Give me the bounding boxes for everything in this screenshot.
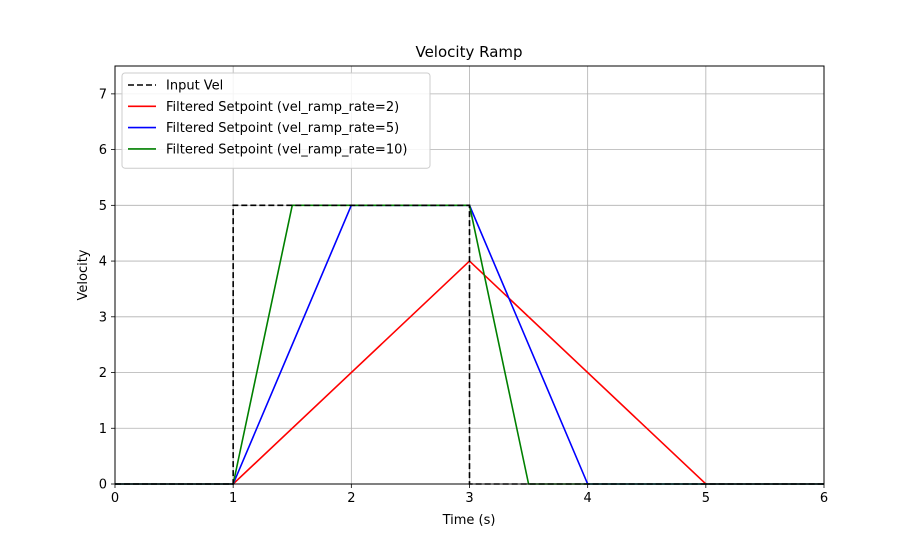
y-tick-label: 2 <box>99 366 107 381</box>
x-axis-ticks: 0 1 2 3 4 5 6 <box>111 484 828 506</box>
legend-label-0: Input Vel <box>166 79 223 94</box>
y-tick-label: 6 <box>99 143 107 158</box>
y-tick-label: 0 <box>99 478 107 493</box>
x-tick-label: 1 <box>229 491 237 506</box>
x-tick-label: 4 <box>584 491 592 506</box>
x-tick-label: 0 <box>111 491 119 506</box>
x-tick-label: 5 <box>702 491 710 506</box>
y-axis-label: Velocity <box>76 249 91 300</box>
chart-title: Velocity Ramp <box>415 43 522 61</box>
series-line-0 <box>115 204 824 485</box>
y-tick-label: 5 <box>99 199 107 214</box>
y-tick-label: 1 <box>99 422 107 437</box>
y-tick-label: 7 <box>99 87 107 102</box>
legend-label-3: Filtered Setpoint (vel_ramp_rate=10) <box>166 142 407 157</box>
legend-label-2: Filtered Setpoint (vel_ramp_rate=5) <box>166 121 399 136</box>
x-axis-label: Time (s) <box>442 513 496 528</box>
y-axis-ticks: 0 1 2 3 4 5 6 7 <box>99 87 115 493</box>
legend-label-1: Filtered Setpoint (vel_ramp_rate=2) <box>166 100 399 115</box>
legend-box <box>121 72 431 169</box>
y-tick-label: 4 <box>99 255 107 270</box>
x-tick-label: 3 <box>465 491 473 506</box>
legend: Input Vel Filtered Setpoint (vel_ramp_rat… <box>121 72 431 169</box>
x-tick-label: 2 <box>347 491 355 506</box>
x-tick-label: 6 <box>820 491 828 506</box>
y-tick-label: 3 <box>99 310 107 325</box>
